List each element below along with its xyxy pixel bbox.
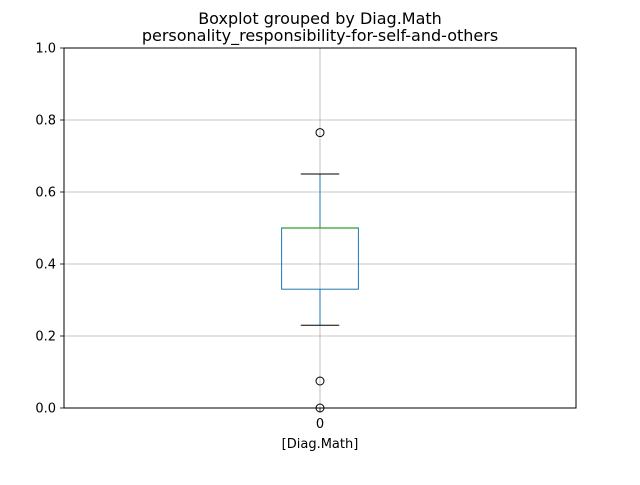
y-tick-label: 0.8: [35, 114, 56, 129]
y-tick-label: 0.2: [35, 330, 56, 345]
outlier-point: [315, 376, 325, 386]
x-axis-label: [Diag.Math]: [282, 437, 359, 452]
y-tick-label: 0.4: [35, 258, 56, 273]
y-tick-label: 0.0: [35, 402, 56, 417]
axis-ticks: 0.0 0.2 0.4 0.6 0.8 1.0 0: [35, 42, 324, 433]
chart-title: Boxplot grouped by Diag.Math: [198, 9, 442, 28]
x-tick-label: 0: [316, 417, 324, 432]
chart-subtitle: personality_responsibility-for-self-and-…: [142, 26, 498, 46]
y-tick-label: 0.6: [35, 186, 56, 201]
outlier-point: [315, 128, 325, 138]
box-layer: [281, 128, 359, 413]
y-tick-label: 1.0: [35, 42, 56, 57]
